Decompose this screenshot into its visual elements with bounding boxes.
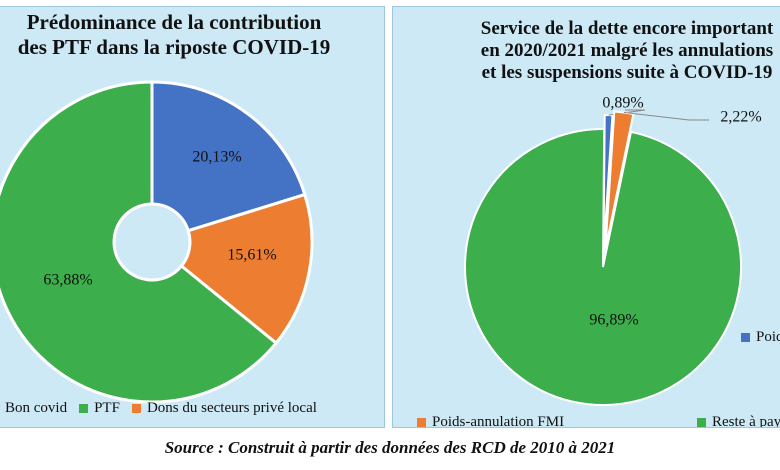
left-title-line-2: des PTF dans la riposte COVID-19 — [17, 35, 331, 59]
data-label-dons-du-secteurs-prive-local: 15,61% — [227, 247, 276, 264]
legend-item-dons: Dons du secteurs privé local — [131, 400, 317, 417]
leader-line-poids-annulation-fmi — [623, 111, 709, 121]
left-chart-title: Prédominance de la contribution des PTF … — [0, 10, 384, 60]
slice-ptf — [0, 80, 279, 404]
right-chart-panel: Service de la dette encore important en … — [392, 6, 780, 428]
data-label-reste-a-payer: 96,89% — [589, 312, 638, 329]
legend-label-dons: Dons du secteurs privé local — [146, 400, 317, 416]
legend-swatch-orange — [417, 418, 426, 427]
right-title-line-1: Service de la dette encore important — [480, 18, 774, 39]
legend-label-bon-covid: Bon covid — [5, 400, 68, 416]
data-label-bon-covid: 20,13% — [192, 149, 241, 166]
left-chart-panel: Prédominance de la contribution des PTF … — [0, 6, 385, 428]
legend-swatch-orange — [131, 404, 141, 413]
right-legend-fmi: Poids-annulation FMI — [417, 414, 565, 428]
left-donut-chart: 20,13% 15,61% 63,88% — [0, 80, 314, 404]
data-label-poids: 0,89% — [602, 95, 643, 112]
slice-bon-covid — [150, 80, 307, 233]
slice-dons-du-secteurs-prive-local — [179, 192, 314, 346]
right-chart-title: Service de la dette encore important en … — [427, 18, 780, 84]
legend-swatch-green — [79, 404, 89, 413]
legend-label-fmi: Poids-annulation FMI — [432, 414, 565, 428]
right-title-line-2: en 2020/2021 malgré les annulations — [480, 40, 774, 61]
right-legend-reste: Reste à payer — [697, 414, 780, 428]
right-title-line-3: et les suspensions suite à COVID-19 — [481, 62, 773, 83]
legend-label-reste: Reste à payer — [712, 414, 780, 428]
legend-swatch-green — [697, 418, 706, 427]
legend-item-ptf: PTF — [79, 400, 120, 417]
right-pie-chart: 0,89% 2,22% 96,89% — [464, 95, 762, 406]
data-label-ptf: 63,88% — [43, 272, 92, 289]
legend-item-bon-covid: Bon covid — [0, 400, 67, 417]
right-legend-poids: Poids — [741, 329, 780, 346]
legend-label-poids: Poids — [756, 329, 780, 345]
slice-reste-a-payer — [464, 128, 742, 406]
data-label-poids-annulation-fmi: 2,22% — [720, 109, 761, 126]
left-legend: Bon covid PTF Dons du secteurs privé loc… — [0, 400, 329, 417]
left-title-line-1: Prédominance de la contribution — [26, 10, 322, 34]
legend-label-ptf: PTF — [94, 400, 120, 416]
source-note: Source : Construit à partir des données … — [164, 438, 616, 457]
legend-swatch-blue — [741, 333, 750, 342]
